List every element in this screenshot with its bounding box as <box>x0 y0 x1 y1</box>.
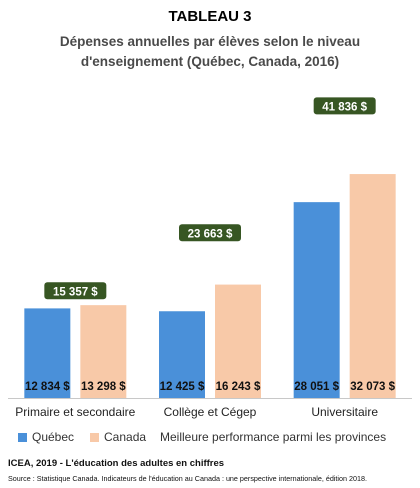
legend-label-best-performance: Meilleure performance parmi les province… <box>160 430 387 444</box>
best-performance-label-1: 23 663 $ <box>188 228 233 240</box>
bar-canada-2 <box>349 174 396 398</box>
data-label-quebec-0: 12 834 $ <box>25 381 70 393</box>
data-label-canada-1: 16 243 $ <box>216 381 261 393</box>
legend-label-quebec: Québec <box>32 430 75 444</box>
data-label-canada-2: 32 073 $ <box>350 381 395 393</box>
subtitle-line-1: Dépenses annuelles par élèves selon le n… <box>59 34 361 49</box>
data-label-canada-0: 13 298 $ <box>81 381 126 393</box>
bar-quebec-0 <box>24 308 71 398</box>
best-performance-label-0: 15 357 $ <box>53 286 98 298</box>
bar-chart: 12 834 $ 13 298 $ 15 357 $ Primaire et seco… <box>8 97 412 419</box>
category-label-2: Universitaire <box>311 405 378 419</box>
category-label-1: Collège et Cégep <box>164 405 257 419</box>
bar-quebec-1 <box>159 311 205 398</box>
best-performance-badge-0 <box>44 282 107 300</box>
legend-item-best-performance: Meilleure performance parmi les province… <box>160 430 386 444</box>
legend-swatch-quebec <box>18 432 27 442</box>
data-label-quebec-1: 12 425 $ <box>160 381 205 393</box>
bar-canada-0 <box>80 305 127 398</box>
legend-label-canada: Canada <box>104 430 147 444</box>
data-label-quebec-2: 28 051 $ <box>294 381 339 393</box>
best-performance-badge-2 <box>313 97 376 115</box>
legend-swatch-canada <box>90 432 99 442</box>
best-performance-label-2: 41 836 $ <box>322 101 367 113</box>
legend-item-canada: Canada <box>90 430 146 444</box>
bar-canada-1 <box>215 284 261 398</box>
source-title: ICEA, 2019 - L'éducation des adultes en … <box>8 458 225 469</box>
subtitle-line-2: d'enseignement (Québec, Canada, 2016) <box>80 54 340 69</box>
legend: Québec Canada Meilleure performance parm… <box>18 430 418 446</box>
chart-subtitle: Dépenses annuelles par élèves selon le n… <box>20 32 400 72</box>
legend-item-quebec: Québec <box>18 430 74 444</box>
best-performance-badge-1 <box>179 224 241 242</box>
category-label-0: Primaire et secondaire <box>15 405 135 419</box>
chart-title: TABLEAU 3 <box>168 8 252 25</box>
source-detail: Source : Statistique Canada. Indicateurs… <box>8 474 367 483</box>
bar-quebec-2 <box>293 202 340 398</box>
